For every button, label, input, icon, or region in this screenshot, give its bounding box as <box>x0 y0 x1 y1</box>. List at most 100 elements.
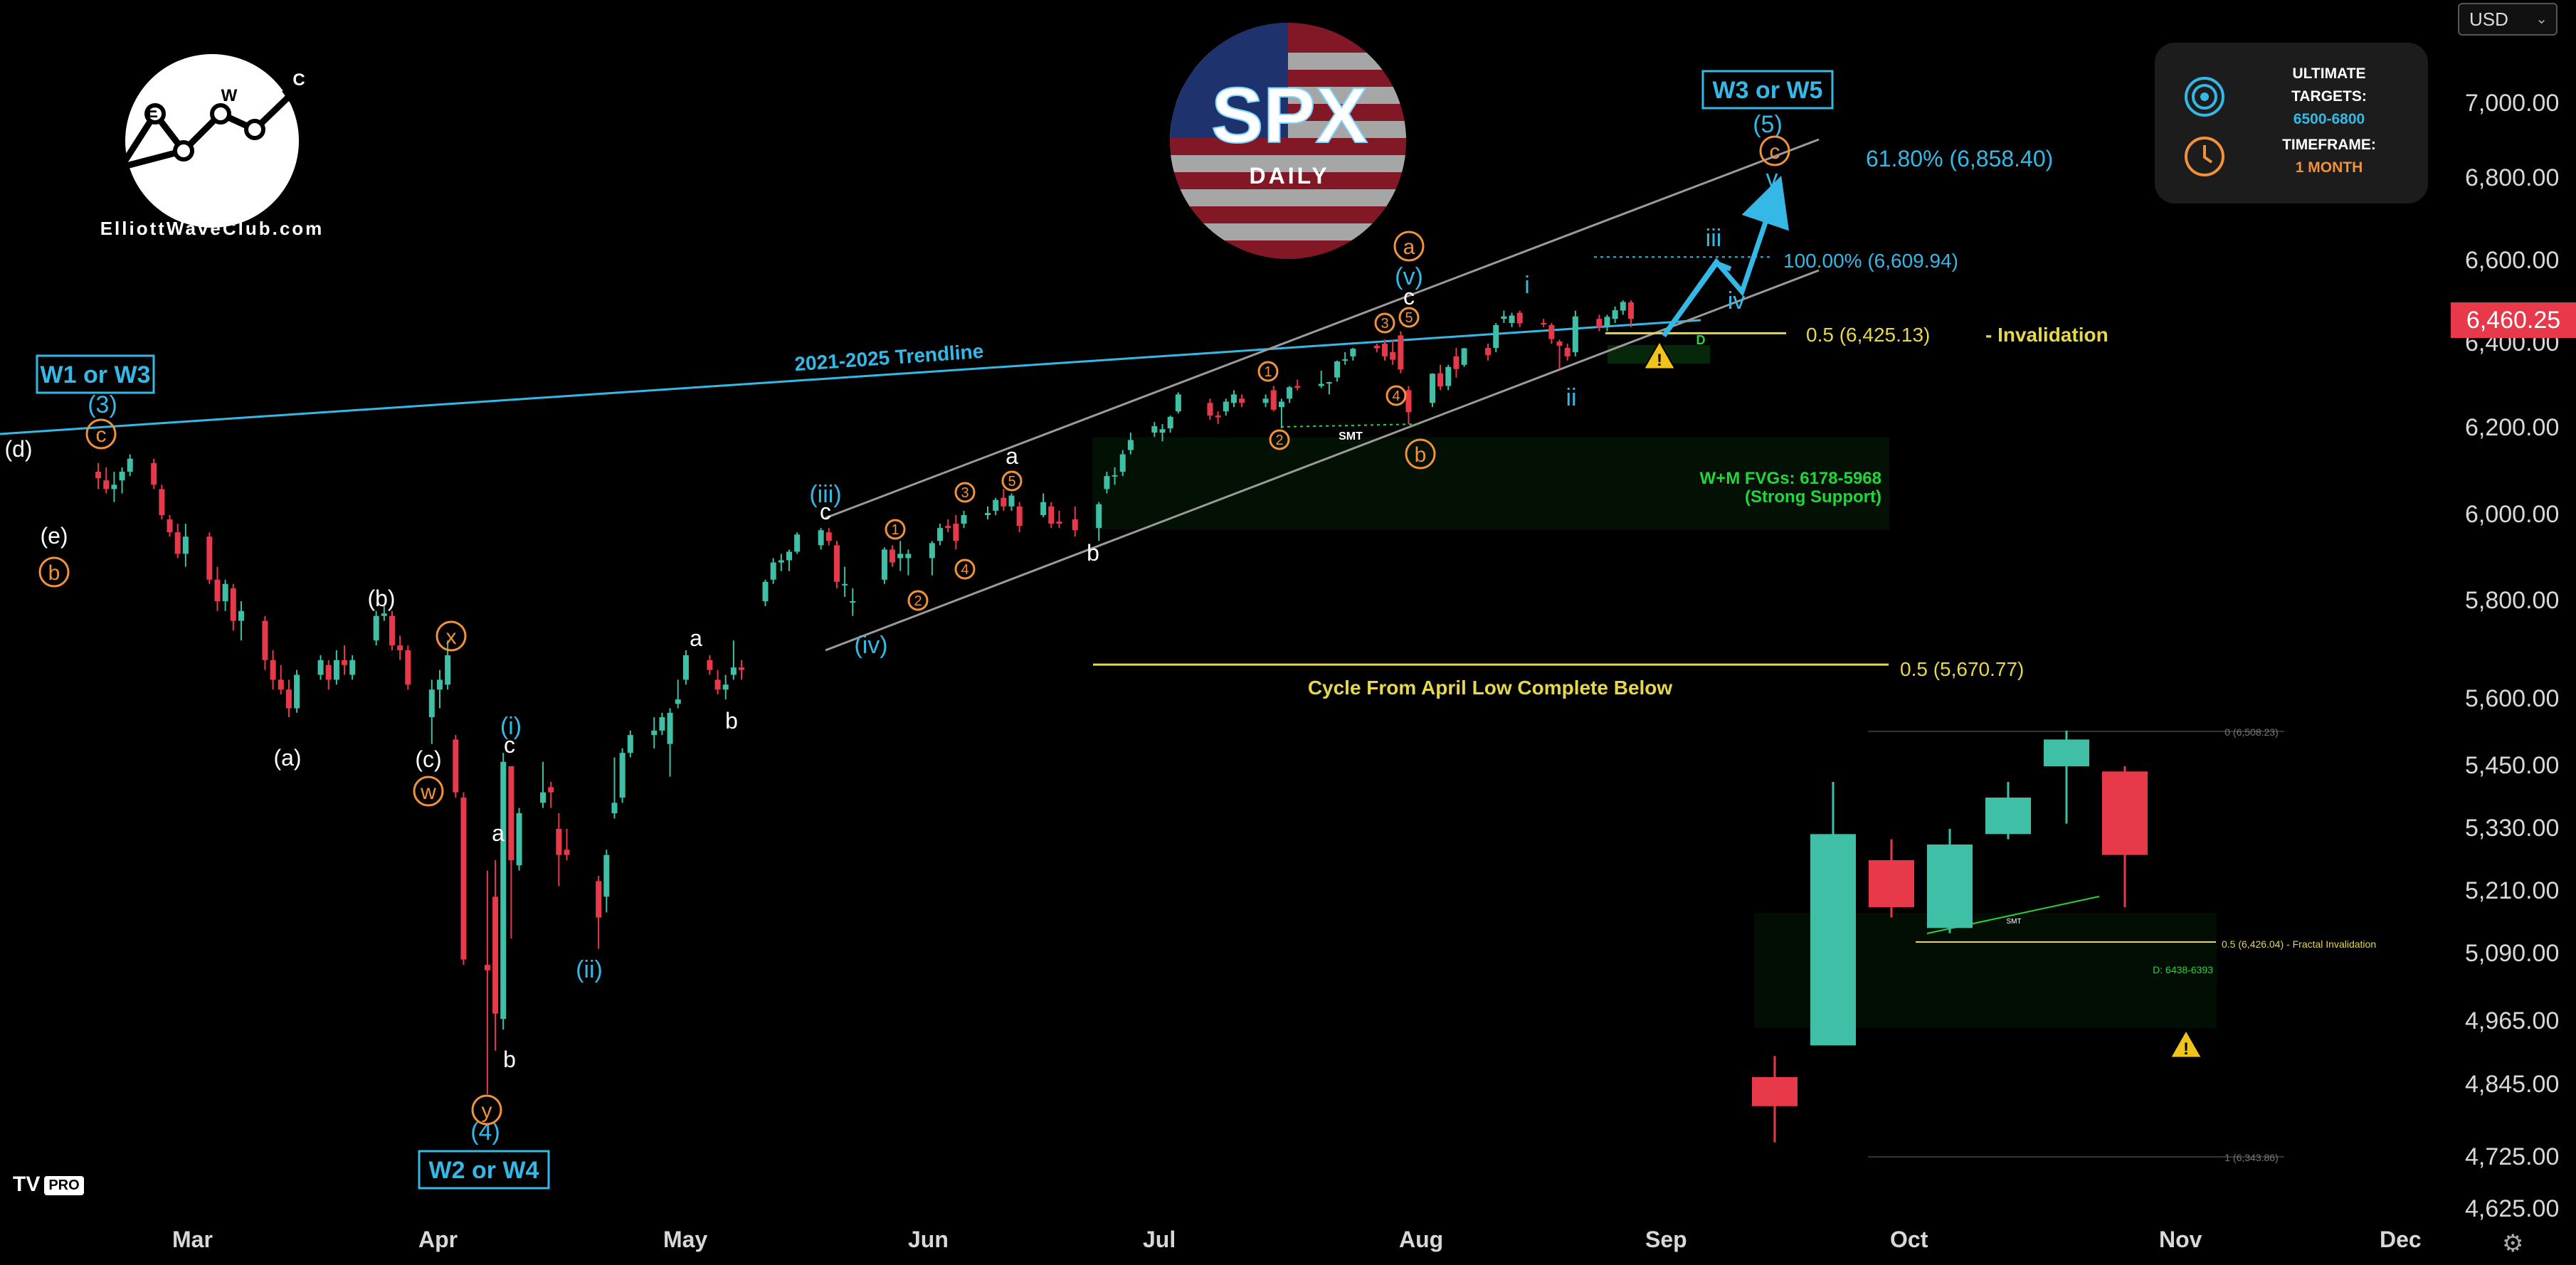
candle-body <box>1223 401 1229 412</box>
price-tick-label: 5,600.00 <box>2465 685 2560 712</box>
candle-body <box>1287 387 1293 399</box>
gear-icon[interactable]: ⚙ <box>2502 1230 2524 1257</box>
timeframe-value: 1 MONTH <box>2295 159 2363 176</box>
wave-circle <box>1269 429 1290 450</box>
wave-label: (d) <box>4 436 32 462</box>
candle-body <box>1207 403 1213 416</box>
candle-body <box>1564 347 1571 356</box>
candle-body <box>722 684 729 690</box>
candle-body <box>825 532 832 541</box>
candle-body <box>1390 351 1396 360</box>
wave-circle <box>1398 307 1420 328</box>
candle-body <box>174 532 181 554</box>
inset-candle-body <box>2044 739 2089 766</box>
wave-label: 1 <box>1264 364 1272 380</box>
price-tick-label: 4,625.00 <box>2465 1195 2560 1222</box>
inset-candle-body <box>1927 845 1973 928</box>
candle-body <box>786 551 792 561</box>
candle-body <box>1294 386 1301 388</box>
currency-select[interactable]: USD ⌄ <box>2458 3 2557 36</box>
price-tick-label: 4,725.00 <box>2465 1143 2560 1170</box>
wave-label: v <box>1766 165 1778 192</box>
time-tick-label: Sep <box>1645 1227 1687 1252</box>
candle-body <box>182 536 189 554</box>
wave-label: (b) <box>367 586 395 611</box>
candle-body <box>659 717 665 731</box>
wave-label: 4 <box>1392 388 1400 404</box>
time-tick-label: Dec <box>2380 1227 2422 1252</box>
wave-label: a <box>1403 235 1415 259</box>
candle-body <box>1326 382 1332 384</box>
label-w1-or-w3: W1 or W3 <box>41 361 151 388</box>
candle-body <box>730 667 737 675</box>
candle-body <box>1119 454 1126 472</box>
badge-title: SPX <box>1211 72 1368 159</box>
candle-body <box>222 583 228 601</box>
candle-body <box>619 753 625 798</box>
candle-body <box>1398 335 1404 370</box>
candle-body <box>127 458 133 472</box>
candle-body <box>905 554 912 559</box>
candle-body <box>95 472 102 479</box>
wave-label: 1 <box>891 522 899 538</box>
wave-label: b <box>1087 540 1099 566</box>
wave-label: 5 <box>1405 310 1413 326</box>
candle-body <box>707 660 713 670</box>
candle-body <box>682 655 689 680</box>
candle-body <box>500 761 507 1020</box>
price-tick-label: 4,965.00 <box>2465 1007 2560 1034</box>
candle-body <box>294 674 300 709</box>
candle-body <box>325 665 332 680</box>
wave-label: c <box>1403 284 1415 309</box>
candle-body <box>1501 316 1507 319</box>
candle-body <box>714 679 721 690</box>
candle-body <box>214 579 221 601</box>
wave-circle <box>954 482 976 503</box>
candle-body <box>627 735 633 753</box>
candle-body <box>961 515 967 524</box>
wave-label: c <box>1770 140 1780 164</box>
candle-body <box>453 739 459 793</box>
candle-body <box>1334 361 1341 378</box>
candle-body <box>842 583 848 586</box>
warning-icon <box>2169 1028 2203 1059</box>
price-tick-label: 6,200.00 <box>2465 414 2560 441</box>
candle-body <box>445 655 451 685</box>
wave-circle <box>907 590 929 611</box>
wave-label: (i) <box>500 713 522 740</box>
wave-label: 5 <box>1008 474 1015 489</box>
tv-pro-badge: PRO <box>44 1175 84 1195</box>
warning-icon <box>1642 339 1677 370</box>
wave-label: ii <box>1566 384 1576 411</box>
trendline-2021-2025 <box>0 319 1701 435</box>
d-box-label: D <box>1696 333 1706 347</box>
inset-top-label: 0 (6,508.23) <box>2224 726 2279 738</box>
price-tick-label: 5,330.00 <box>2465 815 2560 842</box>
wave-label: c <box>96 423 107 447</box>
tradingview-logo[interactable]: TV PRO <box>13 1173 84 1197</box>
cycle-05-label: 0.5 (5,670.77) <box>1900 658 2024 680</box>
wave-circle <box>954 559 976 580</box>
wave-circle <box>1385 385 1407 406</box>
warning-icon-mark: ! <box>2183 1039 2189 1059</box>
candle-body <box>151 462 157 485</box>
fib-100-label: 100.00% (6,609.94) <box>1783 250 1958 272</box>
inset-smt-label: SMT <box>2006 918 2021 926</box>
candle-body <box>1159 429 1166 433</box>
candle-body <box>1104 476 1110 489</box>
candle-body <box>818 530 824 546</box>
logo-letter-c: C <box>292 70 305 90</box>
candle-body <box>1627 302 1634 319</box>
candle-body <box>1001 497 1007 507</box>
candle-body <box>794 534 801 552</box>
candle-body <box>1461 348 1467 365</box>
candle-body <box>1453 356 1459 369</box>
currency-value: USD <box>2469 9 2508 30</box>
time-tick-label: Nov <box>2159 1227 2202 1252</box>
label-w3-or-w5: W3 or W5 <box>1713 77 1823 104</box>
candle-body <box>389 615 395 646</box>
wave-label: b <box>725 708 738 734</box>
inset-bottom-label: 1 (6,343.86) <box>2224 1152 2279 1163</box>
candle-body <box>1373 345 1380 349</box>
